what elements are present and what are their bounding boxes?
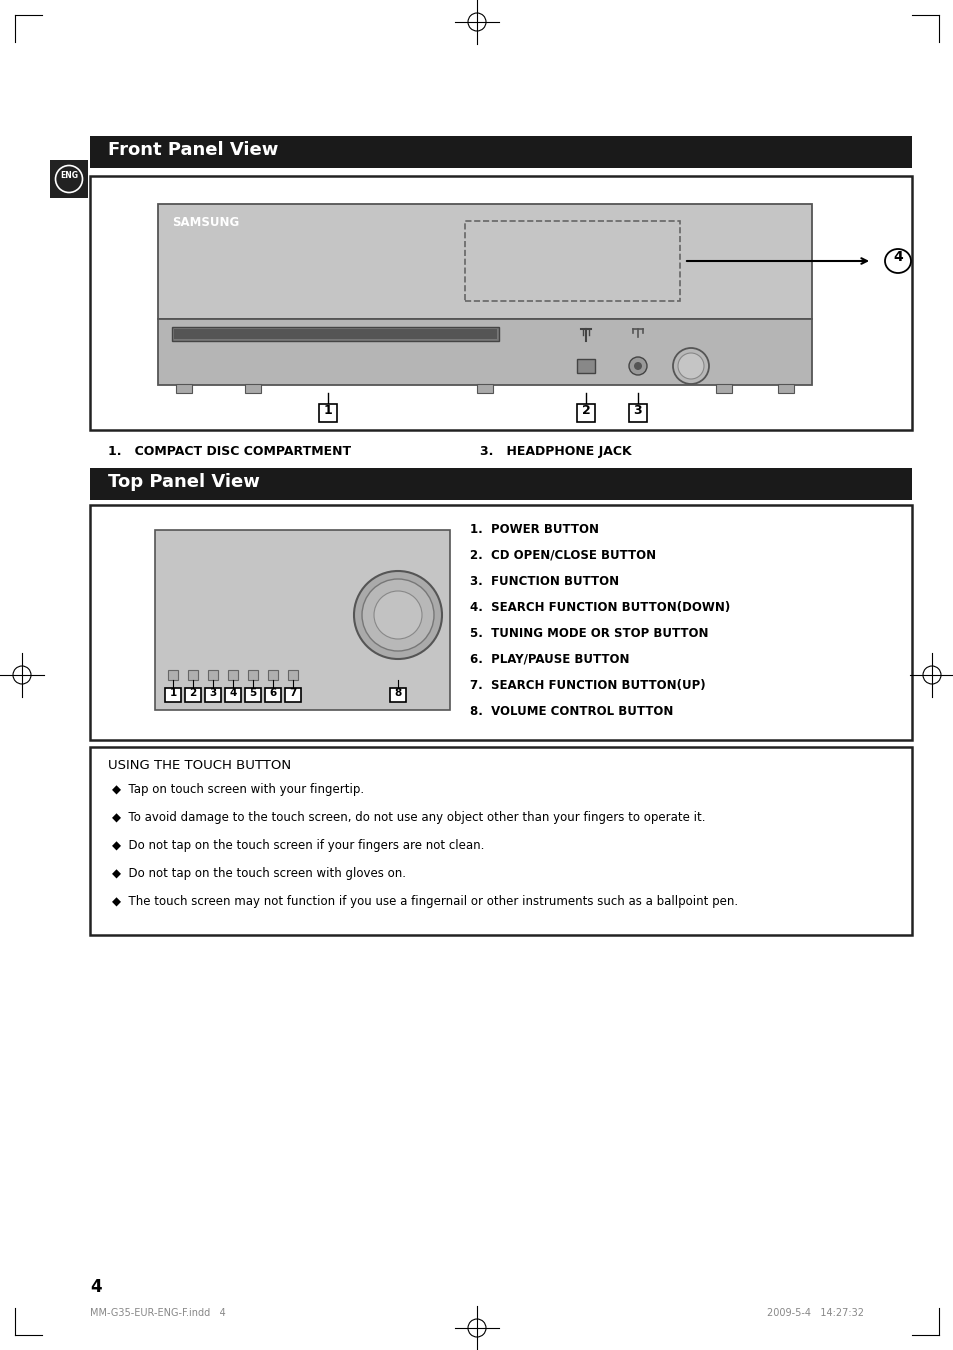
Text: 3.  FUNCTION BUTTON: 3. FUNCTION BUTTON bbox=[470, 575, 618, 589]
Circle shape bbox=[361, 579, 434, 651]
Bar bbox=[90, 176, 911, 431]
Text: 6.  PLAY/PAUSE BUTTON: 6. PLAY/PAUSE BUTTON bbox=[470, 653, 629, 666]
Circle shape bbox=[678, 352, 703, 379]
Circle shape bbox=[628, 356, 646, 375]
Circle shape bbox=[374, 591, 421, 639]
Text: 7.  SEARCH FUNCTION BUTTON(UP): 7. SEARCH FUNCTION BUTTON(UP) bbox=[470, 679, 705, 693]
Text: 3: 3 bbox=[209, 688, 216, 698]
Text: 4.  SEARCH FUNCTION BUTTON(DOWN): 4. SEARCH FUNCTION BUTTON(DOWN) bbox=[470, 601, 729, 614]
Text: ◆  Tap on touch screen with your fingertip.: ◆ Tap on touch screen with your fingerti… bbox=[112, 783, 364, 796]
Text: 1.   COMPACT DISC COMPARTMENT: 1. COMPACT DISC COMPARTMENT bbox=[108, 446, 351, 458]
Circle shape bbox=[634, 362, 641, 370]
Bar bbox=[268, 670, 277, 680]
Bar bbox=[158, 204, 811, 319]
Bar bbox=[90, 747, 911, 936]
Text: 3: 3 bbox=[633, 404, 641, 417]
Text: SAMSUNG: SAMSUNG bbox=[172, 216, 239, 230]
Text: 1: 1 bbox=[170, 688, 176, 698]
Text: 1: 1 bbox=[323, 404, 332, 417]
Bar bbox=[390, 688, 406, 702]
Bar bbox=[228, 670, 237, 680]
Text: 2: 2 bbox=[581, 404, 590, 417]
Bar bbox=[265, 688, 281, 702]
Bar bbox=[173, 329, 497, 339]
Text: 2009-5-4   14:27:32: 2009-5-4 14:27:32 bbox=[766, 1308, 863, 1318]
Text: 6: 6 bbox=[269, 688, 276, 698]
Text: 8.  VOLUME CONTROL BUTTON: 8. VOLUME CONTROL BUTTON bbox=[470, 705, 673, 718]
Bar bbox=[165, 688, 181, 702]
Bar bbox=[90, 505, 911, 740]
Text: 4: 4 bbox=[892, 250, 902, 265]
Text: ◆  Do not tap on the touch screen with gloves on.: ◆ Do not tap on the touch screen with gl… bbox=[112, 867, 406, 880]
Bar bbox=[285, 688, 301, 702]
Bar bbox=[464, 221, 679, 301]
Bar bbox=[154, 531, 450, 710]
Text: 5.  TUNING MODE OR STOP BUTTON: 5. TUNING MODE OR STOP BUTTON bbox=[470, 626, 708, 640]
Text: MM-G35-EUR-ENG-F.indd   4: MM-G35-EUR-ENG-F.indd 4 bbox=[90, 1308, 226, 1318]
Circle shape bbox=[672, 348, 708, 383]
Text: 2.  CD OPEN/CLOSE BUTTON: 2. CD OPEN/CLOSE BUTTON bbox=[470, 549, 656, 562]
Bar bbox=[476, 383, 493, 393]
Bar bbox=[248, 670, 257, 680]
Bar bbox=[172, 327, 498, 342]
Bar bbox=[225, 688, 241, 702]
Text: 1.  POWER BUTTON: 1. POWER BUTTON bbox=[470, 522, 598, 536]
Bar bbox=[188, 670, 198, 680]
Text: 4: 4 bbox=[229, 688, 236, 698]
Text: ◆  To avoid damage to the touch screen, do not use any object other than your fi: ◆ To avoid damage to the touch screen, d… bbox=[112, 811, 705, 824]
Text: 3.   HEADPHONE JACK: 3. HEADPHONE JACK bbox=[479, 446, 631, 458]
Bar bbox=[50, 161, 88, 198]
Bar bbox=[288, 670, 297, 680]
Text: 8: 8 bbox=[394, 688, 401, 698]
Bar bbox=[628, 404, 646, 423]
Bar bbox=[577, 359, 595, 373]
Text: 5: 5 bbox=[249, 688, 256, 698]
Bar bbox=[205, 688, 221, 702]
Text: 7: 7 bbox=[289, 688, 296, 698]
Circle shape bbox=[354, 571, 441, 659]
Text: 4: 4 bbox=[90, 1278, 102, 1296]
Text: ◆  Do not tap on the touch screen if your fingers are not clean.: ◆ Do not tap on the touch screen if your… bbox=[112, 838, 484, 852]
Text: Front Panel View: Front Panel View bbox=[108, 140, 278, 159]
Text: Top Panel View: Top Panel View bbox=[108, 472, 259, 491]
Bar bbox=[168, 670, 178, 680]
Bar bbox=[208, 670, 218, 680]
Bar bbox=[90, 468, 911, 500]
Bar bbox=[577, 404, 595, 423]
Text: 2.   USB JACK: 2. USB JACK bbox=[108, 467, 200, 481]
Bar bbox=[185, 688, 201, 702]
Text: 2: 2 bbox=[190, 688, 196, 698]
Text: ◆  The touch screen may not function if you use a fingernail or other instrument: ◆ The touch screen may not function if y… bbox=[112, 895, 738, 909]
Bar bbox=[245, 688, 261, 702]
Bar bbox=[175, 383, 192, 393]
Bar bbox=[716, 383, 731, 393]
Bar bbox=[778, 383, 793, 393]
Text: 4.   WINDOW DISPLAY: 4. WINDOW DISPLAY bbox=[479, 467, 632, 481]
Bar bbox=[245, 383, 261, 393]
Bar bbox=[158, 319, 811, 385]
Text: ENG: ENG bbox=[60, 170, 78, 180]
Text: USING THE TOUCH BUTTON: USING THE TOUCH BUTTON bbox=[108, 759, 291, 772]
Bar bbox=[90, 136, 911, 167]
Bar bbox=[318, 404, 336, 423]
